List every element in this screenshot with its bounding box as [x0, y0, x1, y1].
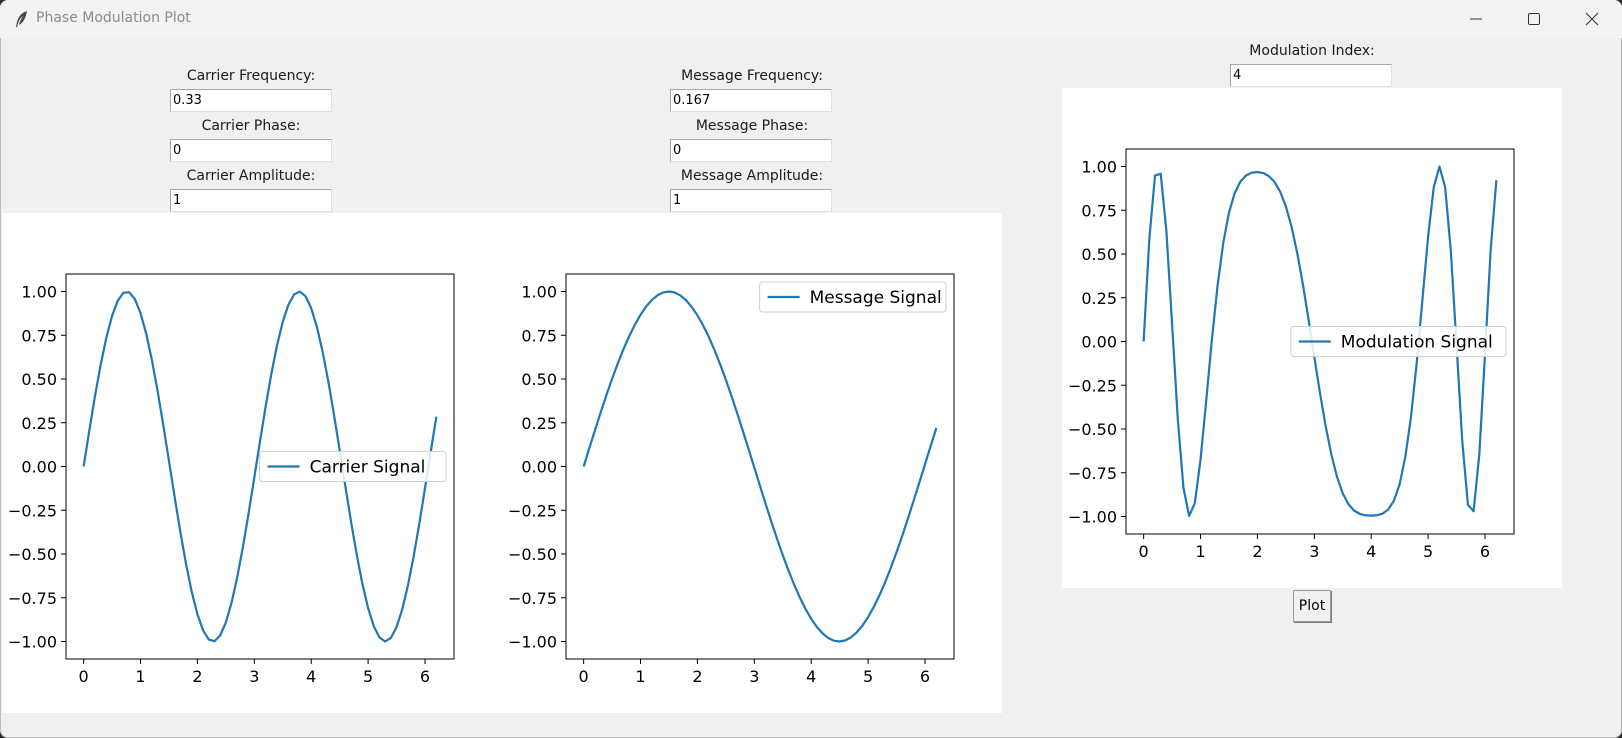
- carrier-frequency-input[interactable]: [170, 89, 332, 112]
- carrier-frequency-label: Carrier Frequency:: [186, 68, 316, 84]
- series-line: [82, 290, 438, 643]
- x-tick-label: 0: [79, 667, 89, 686]
- close-button[interactable]: [1563, 0, 1621, 38]
- carrier-signal-chart: 0 1 2 3 4 5 6 −1.00 −0.75 −0.50 −0.25 0.00 0.25 0.50 0…: [8, 273, 455, 686]
- x-tick-label: 1: [1195, 542, 1205, 561]
- y-tick-label: 0.50: [21, 370, 57, 389]
- message-phase-input[interactable]: [670, 139, 832, 162]
- y-tick-label: −1.00: [8, 633, 57, 652]
- x-tick-label: 6: [920, 667, 930, 686]
- modulation-plot-panel: 0 1 2 3 4 5 6 −1.00 −0.75 −0.50 −0.25 0.00 0.25 0.50 0…: [1062, 88, 1562, 588]
- message-frequency-input[interactable]: [670, 89, 832, 112]
- legend-box: [759, 281, 947, 313]
- legend: Carrier Signal: [259, 451, 447, 482]
- legend-label: Modulation Signal: [1341, 333, 1493, 353]
- y-tick-label: −0.50: [508, 545, 557, 564]
- y-tick-label: −1.00: [1068, 508, 1117, 527]
- signal-plots-panel: 0 1 2 3 4 5 6 −1.00 −0.75 −0.50 −0.25 0.00 0.25 0.50 0…: [2, 213, 1002, 713]
- y-tick-label: 0.25: [1081, 289, 1117, 308]
- y-tick-label: −0.25: [508, 501, 557, 520]
- y-tick-label: 0.00: [1081, 333, 1117, 352]
- series-line: [1142, 165, 1498, 518]
- y-tick-label: −0.50: [1068, 420, 1117, 439]
- x-tick-label: 4: [806, 667, 816, 686]
- series-line: [582, 290, 938, 643]
- x-tick-label: 2: [692, 667, 702, 686]
- y-tick-label: 1.00: [1081, 158, 1117, 177]
- carrier-amplitude-input[interactable]: [170, 189, 332, 212]
- plot-button[interactable]: Plot: [1293, 590, 1331, 622]
- x-tick-label: 6: [1480, 542, 1490, 561]
- y-tick-label: −1.00: [508, 633, 557, 652]
- modulation-signal-chart: 0 1 2 3 4 5 6 −1.00 −0.75 −0.50 −0.25 0.00 0.25 0.50 0…: [1068, 148, 1515, 561]
- legend-label: Message Signal: [810, 288, 942, 308]
- x-tick-label: 3: [749, 667, 759, 686]
- maximize-icon: [1528, 13, 1540, 25]
- maximize-button[interactable]: [1505, 0, 1563, 38]
- carrier-phase-input[interactable]: [170, 139, 332, 162]
- x-tick-label: 5: [363, 667, 373, 686]
- y-tick-label: −0.75: [8, 589, 57, 608]
- legend: Modulation Signal: [1290, 326, 1507, 357]
- window-title: Phase Modulation Plot: [36, 10, 191, 26]
- x-tick-label: 6: [420, 667, 430, 686]
- message-frequency-label: Message Frequency:: [681, 68, 823, 84]
- carrier-amplitude-label: Carrier Amplitude:: [186, 168, 316, 184]
- y-tick-label: 0.00: [21, 458, 57, 477]
- x-tick-label: 3: [1309, 542, 1319, 561]
- y-tick-label: 0.00: [521, 458, 557, 477]
- modulation-index-label: Modulation Index:: [1249, 43, 1375, 59]
- minimize-icon: [1470, 18, 1482, 20]
- message-amplitude-input[interactable]: [670, 189, 832, 212]
- x-tick-label: 3: [249, 667, 259, 686]
- y-tick-label: 0.75: [521, 326, 557, 345]
- x-tick-label: 4: [1366, 542, 1376, 561]
- y-tick-label: 0.50: [1081, 245, 1117, 264]
- message-signal-chart: 0 1 2 3 4 5 6 −1.00 −0.75 −0.50 −0.25 0.00 0.25 0.50 0…: [508, 273, 955, 686]
- y-tick-label: 0.25: [521, 414, 557, 433]
- close-icon: [1585, 12, 1599, 26]
- y-tick-label: 1.00: [521, 283, 557, 302]
- x-tick-label: 5: [1423, 542, 1433, 561]
- legend-label: Carrier Signal: [310, 458, 426, 478]
- x-tick-label: 1: [135, 667, 145, 686]
- x-tick-label: 0: [1139, 542, 1149, 561]
- axes-frame: [565, 273, 955, 660]
- y-tick-label: −0.75: [508, 589, 557, 608]
- message-amplitude-label: Message Amplitude:: [680, 168, 824, 184]
- legend-box: [1290, 326, 1507, 357]
- x-tick-label: 4: [306, 667, 316, 686]
- y-tick-label: 0.50: [521, 370, 557, 389]
- x-tick-label: 2: [192, 667, 202, 686]
- y-tick-label: 0.75: [21, 326, 57, 345]
- x-tick-label: 5: [863, 667, 873, 686]
- carrier-phase-label: Carrier Phase:: [201, 118, 301, 134]
- x-tick-label: 0: [579, 667, 589, 686]
- feather-icon: [16, 11, 27, 27]
- x-tick-label: 1: [635, 667, 645, 686]
- modulation-index-input[interactable]: [1230, 64, 1392, 87]
- minimize-button[interactable]: [1447, 0, 1505, 38]
- legend: Message Signal: [759, 281, 947, 313]
- legend-box: [259, 451, 447, 482]
- y-tick-label: −0.25: [8, 501, 57, 520]
- title-bar[interactable]: Phase Modulation Plot: [0, 0, 1622, 38]
- y-tick-label: 1.00: [21, 283, 57, 302]
- y-tick-label: 0.75: [1081, 201, 1117, 220]
- x-tick-label: 2: [1252, 542, 1262, 561]
- message-phase-label: Message Phase:: [695, 118, 809, 134]
- y-tick-label: −0.50: [8, 545, 57, 564]
- y-tick-label: −0.75: [1068, 464, 1117, 483]
- y-tick-label: 0.25: [21, 414, 57, 433]
- y-tick-label: −0.25: [1068, 376, 1117, 395]
